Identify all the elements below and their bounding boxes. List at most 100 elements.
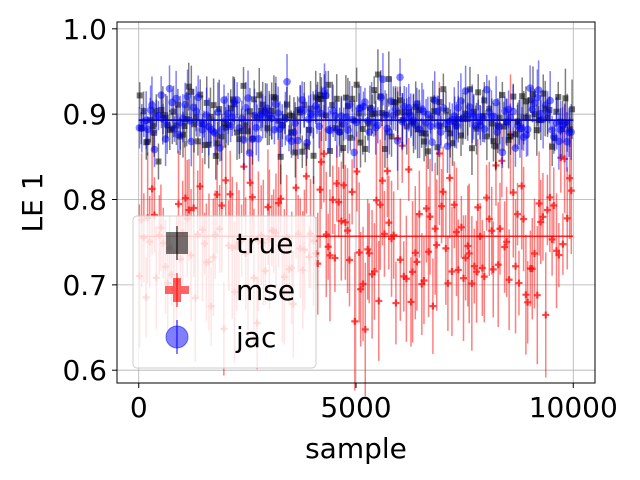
data-point [535, 199, 543, 207]
data-point [546, 96, 554, 105]
data-point [281, 114, 290, 123]
data-point [155, 158, 162, 165]
data-point [183, 92, 192, 101]
data-point [550, 133, 558, 141]
legend-marker [165, 325, 189, 349]
data-point [539, 213, 547, 221]
data-point [192, 107, 201, 116]
data-point [245, 149, 254, 157]
data-point [331, 254, 339, 262]
data-point [222, 176, 230, 184]
legend-label: mse [236, 274, 295, 307]
legend-label: true [236, 227, 293, 260]
data-point [353, 168, 361, 176]
legend-marker [166, 232, 188, 254]
data-point [446, 174, 454, 182]
data-point [274, 109, 282, 118]
data-point [329, 102, 336, 109]
data-point [381, 146, 388, 153]
data-point [212, 152, 219, 159]
data-point [185, 83, 192, 90]
data-point [302, 172, 310, 180]
data-point [210, 102, 217, 109]
data-point [277, 195, 285, 203]
data-point [424, 110, 432, 119]
data-point [539, 115, 547, 123]
data-point [340, 145, 347, 152]
data-point [170, 108, 177, 115]
data-point [567, 187, 575, 195]
data-point [350, 148, 358, 157]
data-point [431, 225, 439, 233]
data-point [327, 147, 334, 154]
y-axis-label: LE 1 [16, 172, 49, 232]
x-axis-ticks: 0 5000 10000 [130, 383, 618, 424]
data-point [458, 132, 465, 139]
data-point [548, 126, 556, 134]
x-tick-label: 0 [130, 391, 148, 424]
data-point [492, 143, 499, 150]
data-point [157, 91, 165, 99]
data-point [439, 188, 447, 196]
data-point [149, 123, 156, 130]
data-point [390, 231, 398, 239]
data-point [549, 143, 556, 150]
data-point [187, 137, 196, 146]
data-point [317, 91, 324, 98]
data-point [514, 210, 522, 218]
data-point [325, 81, 332, 88]
data-point [364, 245, 372, 253]
data-point [505, 136, 512, 143]
data-point [226, 122, 235, 131]
data-point [190, 204, 198, 212]
data-point [437, 128, 445, 136]
data-point [172, 94, 180, 103]
data-point [498, 148, 507, 157]
data-point [256, 92, 263, 99]
data-point [286, 112, 293, 119]
data-point [392, 299, 400, 307]
data-point [335, 128, 344, 137]
data-point [345, 100, 354, 109]
data-point [530, 99, 539, 107]
data-point [488, 227, 496, 235]
data-point [234, 129, 241, 136]
data-point [148, 101, 156, 109]
data-point [444, 279, 452, 287]
data-point [534, 86, 543, 94]
data-point [218, 202, 226, 210]
data-point [264, 203, 272, 211]
data-point [385, 128, 394, 136]
data-point [388, 133, 395, 140]
data-point [559, 240, 567, 248]
data-point [329, 196, 337, 204]
data-point [378, 177, 386, 185]
data-point [520, 215, 528, 223]
data-point [248, 193, 256, 201]
data-point [218, 125, 226, 134]
data-point [480, 273, 488, 281]
data-point [240, 82, 247, 89]
data-point [475, 89, 482, 96]
data-point [533, 291, 541, 299]
data-point [555, 137, 563, 146]
data-point [433, 241, 441, 249]
data-point [509, 107, 517, 116]
data-point [393, 137, 402, 145]
data-point [506, 113, 515, 122]
data-point [500, 123, 507, 130]
data-point [289, 128, 298, 137]
data-point [496, 225, 504, 233]
data-point [515, 279, 523, 287]
data-point [316, 186, 324, 194]
data-point [519, 93, 526, 100]
legend-item-jac: jac [165, 320, 276, 354]
data-point [522, 98, 529, 105]
data-point [175, 200, 183, 208]
data-point [278, 121, 287, 130]
x-axis-label: sample [305, 432, 407, 465]
data-point [233, 96, 241, 104]
data-point [298, 96, 306, 104]
data-point [507, 133, 514, 140]
data-point [263, 104, 271, 113]
